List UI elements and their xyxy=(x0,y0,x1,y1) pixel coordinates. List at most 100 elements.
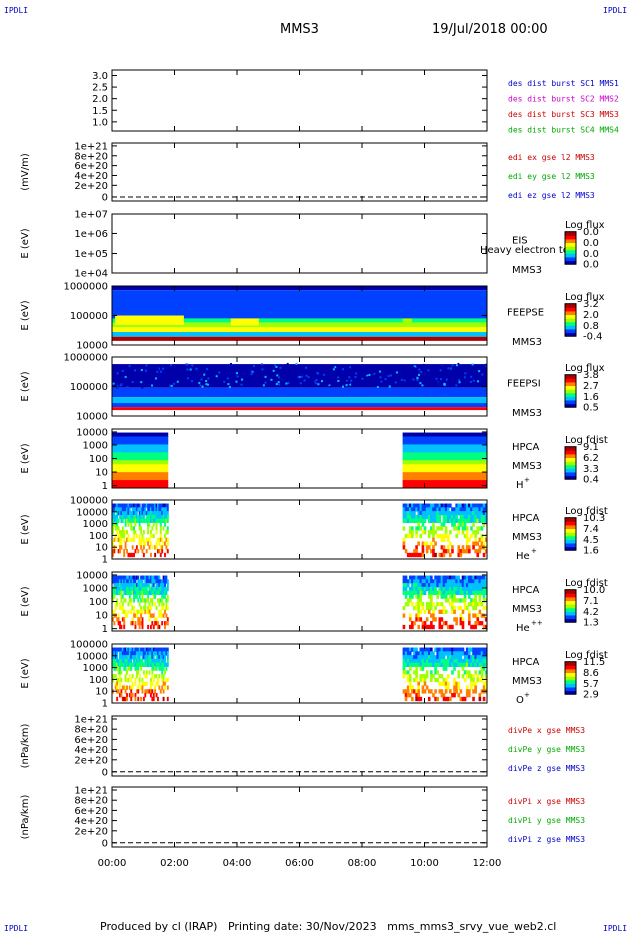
p8-cell-0-10-38 xyxy=(165,613,168,618)
p9-cell-1-6-39 xyxy=(484,670,488,675)
p9-cell-1-13-22 xyxy=(449,696,452,702)
p5-speck-247 xyxy=(277,381,280,384)
p9-cell-0-0-14 xyxy=(131,647,134,652)
p5-speck-40 xyxy=(350,384,353,387)
p9-cell-0-13-36 xyxy=(162,696,165,702)
p7-cell-0-5-9 xyxy=(124,522,127,527)
p7-cell-1-8-6 xyxy=(415,533,418,539)
p5-speck-67 xyxy=(455,384,458,387)
p5-speck-96 xyxy=(189,368,192,371)
p8-cell-0-5-7 xyxy=(121,594,124,599)
p5-speck-240 xyxy=(317,372,320,375)
p9-cell-1-10-32 xyxy=(470,685,473,690)
p5-speck-137 xyxy=(384,378,387,381)
p8-cell-0-2-28 xyxy=(151,583,154,588)
p7-cell-0-4-28 xyxy=(151,518,154,524)
p9-cell-0-10-30 xyxy=(154,685,157,690)
p7-cell-1-4-19 xyxy=(442,518,446,524)
p7-cell-0-0-27 xyxy=(149,503,152,508)
p7-cell-1-12-39 xyxy=(484,549,488,554)
p7-cell-1-3-15 xyxy=(434,514,437,520)
p7-cell-0-13-22 xyxy=(142,552,145,558)
p8-cell-0-1-3 xyxy=(116,579,119,584)
p9-cell-0-7-1 xyxy=(113,674,116,679)
p7-cell-1-3-38 xyxy=(482,514,486,520)
p8-cell-1-9-12 xyxy=(427,609,431,614)
p7-cell-1-13-8 xyxy=(419,552,423,558)
p5-speck-235 xyxy=(145,364,148,367)
p7-cell-1-1-21 xyxy=(446,507,450,512)
p8-cell-1-1-17 xyxy=(438,579,442,584)
p7-cell-0-0-6 xyxy=(120,503,123,508)
p7-cell-0-12-32 xyxy=(157,549,159,554)
p7-cell-1-5-24 xyxy=(453,522,456,527)
p8-cell-1-0-38 xyxy=(482,575,486,580)
p8-cell-1-4-31 xyxy=(468,590,471,596)
p6-row-1-2 xyxy=(402,440,487,445)
p8-cell-1-6-2 xyxy=(406,598,410,603)
p9-cell-0-2-27 xyxy=(149,655,152,660)
p9-cell-0-11-28 xyxy=(151,689,154,694)
p9-cell-1-3-10 xyxy=(423,658,427,664)
p7-cell-1-10-0 xyxy=(402,541,406,546)
p9-cell-0-7-19 xyxy=(138,674,141,679)
p7-cell-1-13-22 xyxy=(449,552,452,558)
p8-cell-0-1-9 xyxy=(124,579,127,584)
p7-cell-0-11-17 xyxy=(135,545,138,550)
p4-cb-seg-3 xyxy=(565,321,576,326)
p4-cb-seg-0 xyxy=(565,332,576,337)
p8-cb-tick-0: 10.0 xyxy=(583,585,605,596)
p5-speck-139 xyxy=(157,364,160,367)
p8-cell-1-7-34 xyxy=(474,602,477,607)
p7-cb-tick-1: 7.4 xyxy=(583,524,599,535)
p5-cb-seg-0 xyxy=(565,403,576,408)
p5-ytick-label-0: 1000000 xyxy=(63,353,108,364)
p7-cell-0-4-13 xyxy=(130,518,133,524)
p9-cell-0-4-1 xyxy=(113,662,116,668)
p9-cell-1-13-7 xyxy=(417,696,420,702)
p4-cb-tick-3: -0.4 xyxy=(583,332,603,343)
p8-cell-1-4-8 xyxy=(419,590,423,596)
p5-speck-10 xyxy=(251,370,254,373)
p9-cell-0-3-3 xyxy=(116,658,119,664)
p8-cell-1-12-37 xyxy=(480,621,484,626)
p10-ytick-label-0: 1e+21 xyxy=(74,715,108,726)
p9-cell-1-9-17 xyxy=(438,681,442,686)
p7-cell-0-3-39 xyxy=(166,514,169,520)
p7-cell-0-2-8 xyxy=(123,511,126,516)
p9-cell-1-9-19 xyxy=(442,681,446,686)
p8-cell-1-8-23 xyxy=(451,605,454,611)
p9-cell-1-0-27 xyxy=(459,647,463,652)
p7-cell-1-2-33 xyxy=(472,511,475,516)
p8-cell-0-1-19 xyxy=(138,579,141,584)
p9-cell-0-10-3 xyxy=(116,685,119,690)
p8-cell-1-13-12 xyxy=(427,624,431,630)
p8-cell-1-4-16 xyxy=(436,590,439,596)
p7-cell-1-2-9 xyxy=(421,511,425,516)
p9-cell-0-9-24 xyxy=(145,681,148,686)
p7-cell-0-3-1 xyxy=(113,514,116,520)
p9-cell-1-5-20 xyxy=(444,666,448,671)
p8-cell-1-1-19 xyxy=(442,579,446,584)
p8-cell-1-12-17 xyxy=(438,621,442,626)
p7-cell-1-12-21 xyxy=(446,549,450,554)
p7-cell-1-9-31 xyxy=(468,537,471,542)
p3-cb-seg-1 xyxy=(565,256,576,262)
p9-cell-1-3-20 xyxy=(444,658,448,664)
p9-cell-0-3-16 xyxy=(134,658,137,664)
p9-cell-0-2-6 xyxy=(120,655,123,660)
p8-cell-1-2-22 xyxy=(449,583,452,588)
p5-speck-121 xyxy=(299,382,302,385)
p8-cell-0-1-21 xyxy=(141,579,144,584)
p8-cell-0-10-17 xyxy=(135,613,138,618)
p7-cell-0-13-11 xyxy=(127,552,130,558)
corner-label-br: IPDLI xyxy=(603,924,628,933)
p11-legend-2: divPi z gse MMS3 xyxy=(508,835,585,844)
p7-cell-1-4-4 xyxy=(411,518,414,524)
p7-cell-1-0-8 xyxy=(419,503,423,508)
p5-speck-115 xyxy=(341,368,344,371)
p7-cell-0-4-27 xyxy=(149,518,152,524)
p5-speck-16 xyxy=(452,364,455,367)
p8-cell-1-0-10 xyxy=(423,575,427,580)
p8-cell-0-1-12 xyxy=(128,579,131,584)
